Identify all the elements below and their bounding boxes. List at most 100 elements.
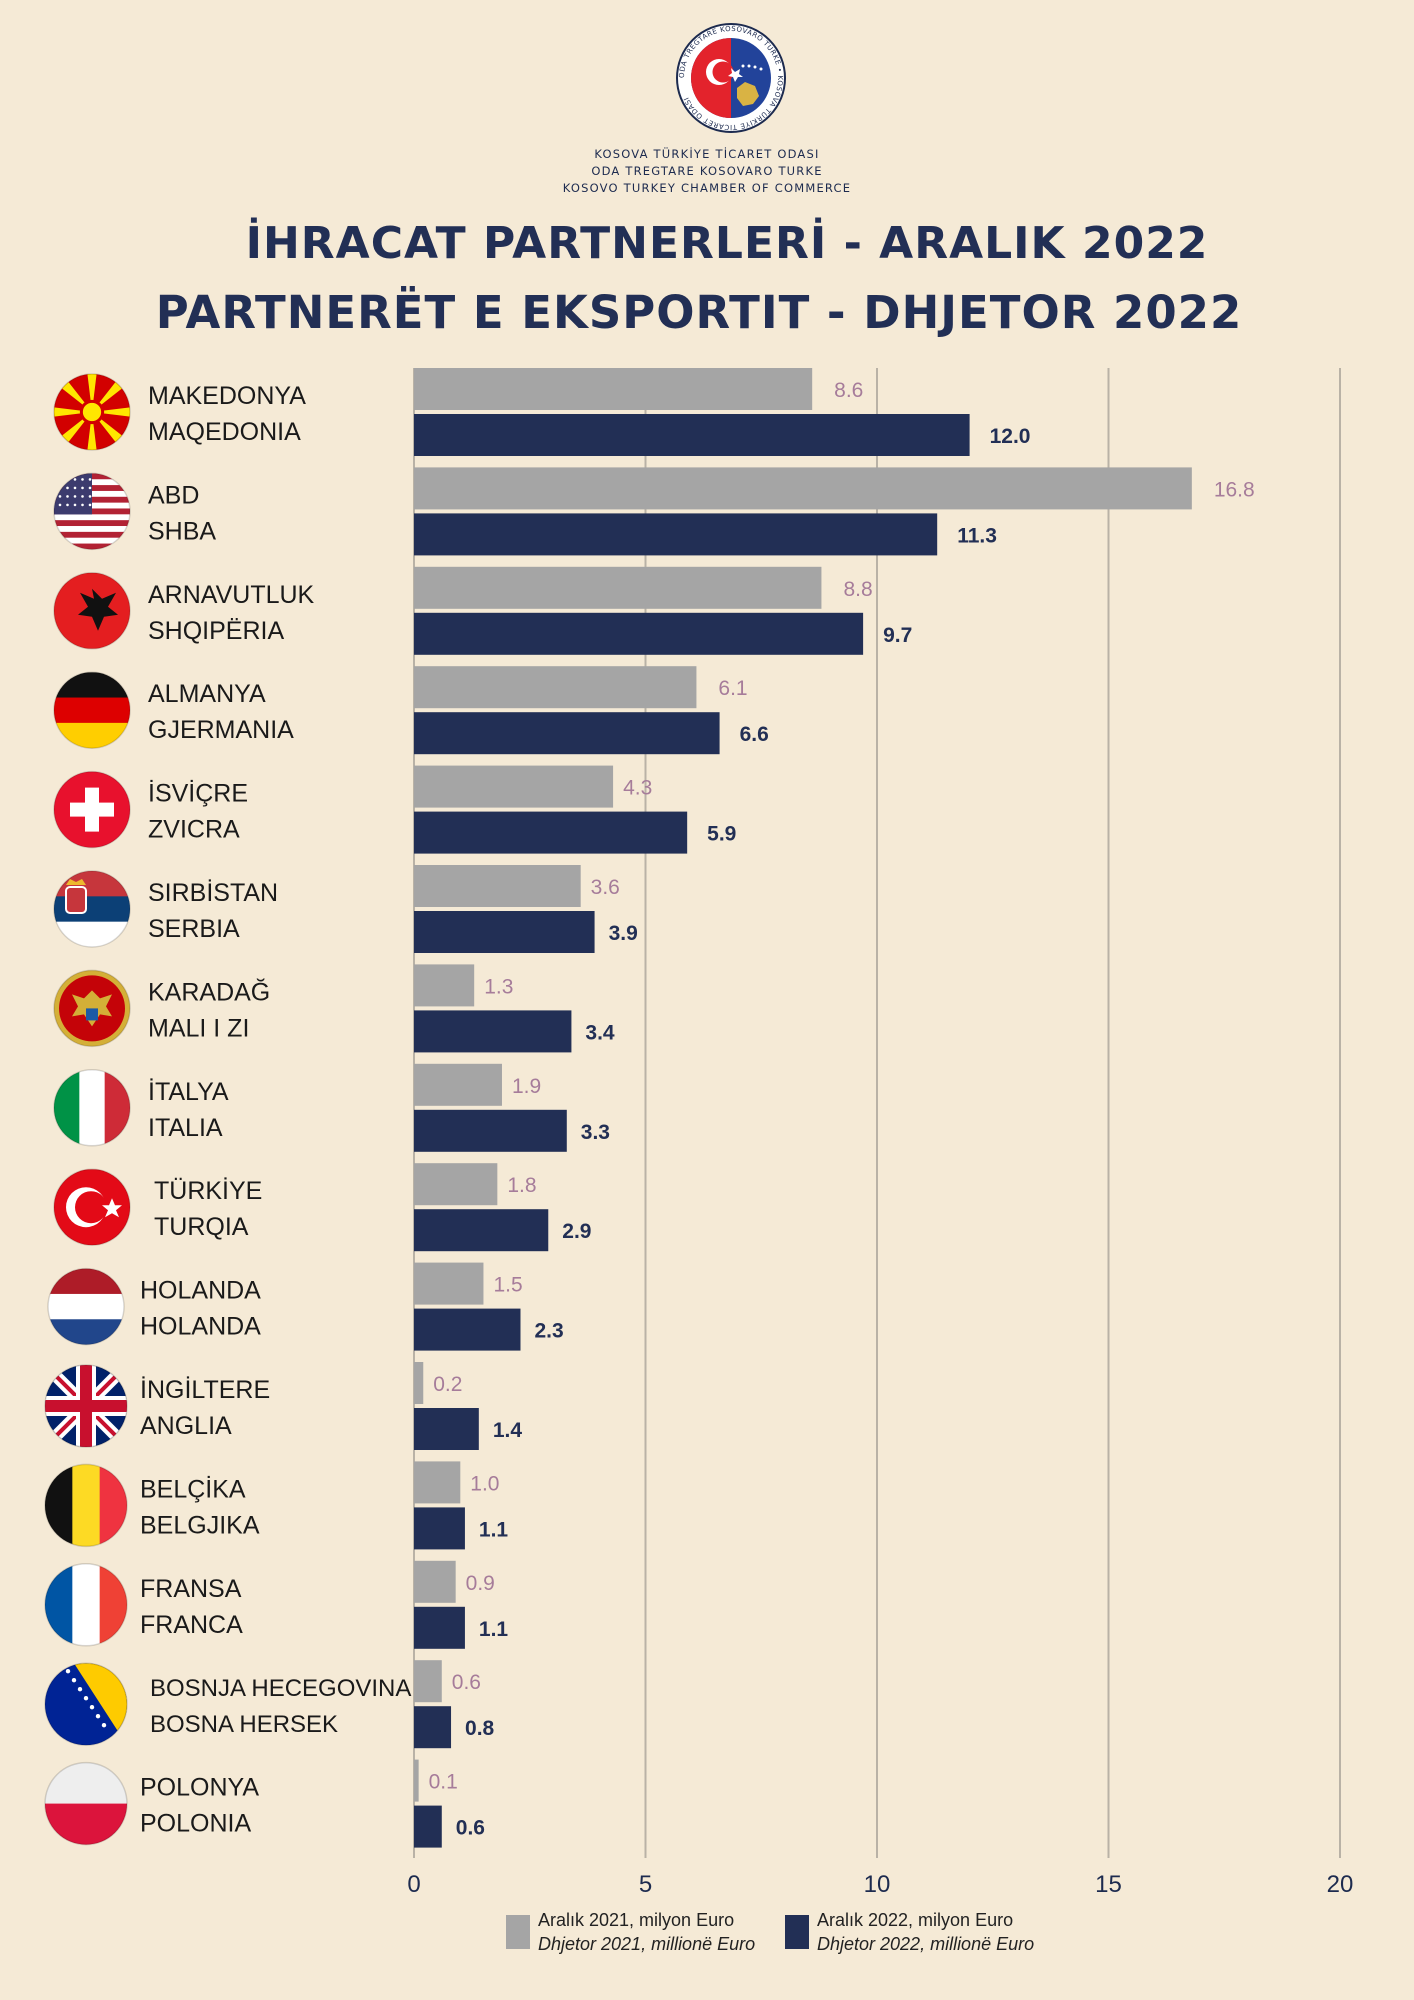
belgium-flag-icon [44, 1463, 128, 1548]
data-label-2022: 6.6 [740, 723, 769, 746]
data-label-2022: 2.3 [534, 1320, 563, 1343]
italy-flag-icon [53, 1069, 131, 1147]
data-label-2021: 0.2 [433, 1373, 462, 1396]
legend-item-2022: Aralık 2022, milyon Euro Dhjetor 2022, m… [785, 1908, 1034, 1956]
country-name-second-line: SHQIPËRIA [148, 617, 284, 645]
data-label-2022: 3.4 [585, 1021, 615, 1044]
legend-swatch-2021 [506, 1915, 530, 1949]
bar-2022 [414, 612, 864, 655]
bar-2021 [414, 765, 614, 808]
data-label-2021: 1.8 [507, 1174, 536, 1197]
country-name-first-line: BELÇİKA [140, 1474, 246, 1503]
country-name-second-line: SERBIA [148, 915, 240, 943]
x-tick-label: 20 [1327, 1871, 1354, 1898]
bar-2022 [414, 1209, 549, 1252]
data-label-2021: 0.9 [466, 1572, 495, 1595]
serbia-flag-icon [53, 870, 131, 948]
bar-2021 [414, 566, 822, 609]
bar-2022 [414, 414, 970, 456]
country-name-first-line: BOSNJA HECEGOVINA [150, 1675, 411, 1702]
bar-2022 [414, 1408, 479, 1450]
country-name-second-line: FRANCA [140, 1611, 243, 1639]
legend-swatch-2022 [785, 1915, 809, 1949]
legend-label-2021-sq: Dhjetor 2021, millionë Euro [538, 1934, 756, 1954]
albania-flag-icon [53, 572, 131, 650]
legend-label-2021-tr: Aralık 2021, milyon Euro [538, 1910, 735, 1930]
country-name-second-line: ITALIA [148, 1114, 223, 1142]
bar-2022 [414, 1010, 572, 1053]
bar-2021 [414, 467, 1192, 510]
data-label-2022: 1.4 [493, 1419, 523, 1442]
france-flag-icon [44, 1563, 128, 1647]
data-label-2021: 0.1 [429, 1771, 458, 1794]
legend-item-2021: Aralık 2021, milyon Euro Dhjetor 2021, m… [506, 1908, 755, 1956]
data-label-2022: 1.1 [479, 1518, 509, 1541]
legend-label-2022-sq: Dhjetor 2022, millionë Euro [817, 1934, 1035, 1954]
country-name-first-line: FRANSA [140, 1575, 242, 1603]
country-name-second-line: ZVICRA [148, 816, 240, 844]
bar-2022 [414, 1805, 442, 1848]
x-tick-label: 10 [864, 1871, 891, 1898]
bar-2022 [414, 1507, 465, 1550]
bar-2021 [414, 1461, 461, 1504]
country-name-second-line: TURQIA [154, 1213, 249, 1241]
x-tick-label: 15 [1095, 1871, 1122, 1898]
data-label-2022: 3.3 [581, 1121, 610, 1144]
bar-2022 [414, 811, 688, 854]
x-tick-label: 0 [407, 1871, 420, 1898]
switzerland-flag-icon [53, 770, 131, 849]
country-name-first-line: İTALYA [148, 1077, 229, 1106]
country-name-first-line: TÜRKİYE [154, 1176, 262, 1205]
org-name-sq: ODA TREGTARE KOSOVARO TURKE [591, 164, 823, 178]
bar-2021 [414, 1262, 484, 1305]
bar-2022 [414, 1109, 567, 1152]
data-label-2022: 11.3 [957, 524, 997, 547]
country-name-second-line: POLONIA [140, 1810, 251, 1838]
country-name-first-line: İSVİÇRE [148, 779, 248, 808]
data-label-2021: 16.8 [1214, 478, 1255, 501]
data-label-2021: 1.9 [512, 1075, 541, 1098]
bar-2022 [414, 1308, 521, 1351]
bosnia-flag-icon [44, 1662, 128, 1746]
data-label-2022: 0.8 [465, 1717, 495, 1740]
germany-flag-icon [53, 671, 131, 749]
bar-2021 [414, 964, 475, 1007]
data-label-2022: 9.7 [883, 624, 912, 647]
data-label-2021: 8.6 [834, 379, 863, 402]
country-name-first-line: ABD [148, 481, 199, 509]
chart-title-tr: İHRACAT PARTNERLERİ - ARALIK 2022 [245, 218, 1209, 269]
data-label-2021: 4.3 [623, 777, 652, 800]
country-name-first-line: HOLANDA [140, 1277, 261, 1305]
org-name-en: KOSOVO TURKEY CHAMBER OF COMMERCE [562, 181, 852, 195]
bar-2022 [414, 911, 595, 953]
bar-2021 [414, 666, 697, 709]
data-label-2021: 1.3 [484, 975, 513, 998]
turkey-flag-icon [53, 1168, 131, 1246]
country-name-second-line: MALI I ZI [148, 1014, 249, 1042]
country-name-first-line: İNGİLTERE [140, 1375, 270, 1404]
country-name-second-line: MAQEDONIA [148, 418, 301, 446]
bar-2021 [414, 1163, 498, 1206]
bar-2021 [414, 368, 813, 410]
north-macedonia-flag-icon [53, 373, 131, 451]
montenegro-flag-icon [53, 969, 131, 1048]
country-name-first-line: POLONYA [140, 1774, 259, 1802]
country-name-second-line: HOLANDA [140, 1313, 261, 1341]
bar-2021 [414, 1759, 419, 1802]
country-name-second-line: BOSNA HERSEK [150, 1711, 338, 1738]
country-name-first-line: ARNAVUTLUK [148, 581, 315, 609]
chart-title-sq: PARTNERËT E EKSPORTIT - DHJETOR 2022 [155, 286, 1243, 339]
bar-2022 [414, 1706, 452, 1749]
uk-flag-icon [44, 1364, 128, 1448]
country-name-first-line: SIRBİSTAN [148, 878, 278, 907]
legend-label-2022-tr: Aralık 2022, milyon Euro [817, 1910, 1014, 1930]
country-name-first-line: KARADAĞ [148, 977, 270, 1006]
netherlands-flag-icon [47, 1267, 125, 1346]
org-name-tr: KOSOVA TÜRKİYE TİCARET ODASI [594, 147, 820, 161]
data-label-2022: 1.1 [479, 1618, 509, 1641]
data-label-2021: 3.6 [591, 876, 620, 899]
bar-2022 [414, 712, 720, 755]
data-label-2021: 8.8 [843, 578, 872, 601]
data-label-2022: 3.9 [609, 922, 638, 945]
